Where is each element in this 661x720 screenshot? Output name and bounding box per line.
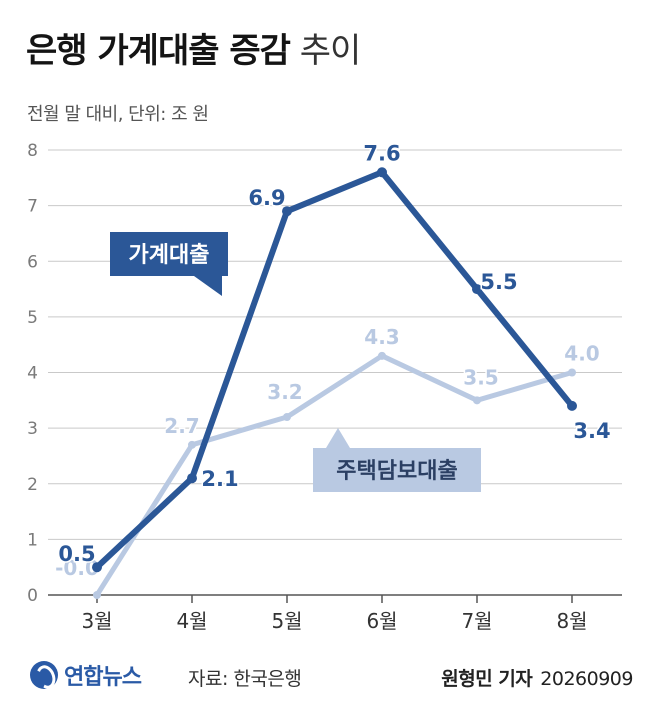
household-loan-point (472, 284, 482, 295)
publish-date: 20260909 (540, 668, 633, 690)
household-loan-data-label: 3.4 (573, 419, 610, 443)
x-tick-label: 5월 (271, 609, 302, 633)
publisher-logo: 연합뉴스 (30, 660, 142, 690)
household-loan-line (94, 169, 575, 571)
y-tick-label: 1 (27, 530, 38, 550)
legend-mortgage-box (313, 448, 481, 492)
mortgage-loan-point (473, 396, 481, 405)
chart-title-main: 은행 가계대출 증감 (26, 31, 291, 71)
y-tick-label: 7 (27, 197, 38, 217)
chart-title-suffix: 추이 (299, 31, 362, 71)
mortgage-loan-point (93, 591, 101, 599)
series-layer: -0.0 2.7 3.2 4.3 3.5 4.0 0.5 2.1 6.9 7.6 5.5 3.4 (54, 140, 612, 599)
mortgage-loan-data-label: -0.0 (55, 556, 99, 580)
x-tick-label: 3월 (81, 609, 112, 633)
household-loan-data-label: 7.6 (363, 141, 400, 165)
x-tick-label: 8월 (556, 609, 587, 633)
logo-icon (30, 661, 58, 689)
household-loan-point (282, 206, 292, 217)
x-axis-ticks: 3월 4월 5월 6월 7월 8월 (81, 595, 588, 633)
legend-household-pointer (194, 276, 222, 296)
reporter-name: 원형민 기자 (441, 668, 533, 690)
household-loan-data-label: 0.5 (58, 542, 95, 566)
legend-household-box (110, 232, 228, 276)
mortgage-loan-point (188, 440, 196, 449)
household-loan-point (92, 562, 102, 573)
y-axis-ticks: 0 1 2 3 4 5 6 7 8 (27, 141, 38, 606)
mortgage-loan-data-label: 2.7 (164, 414, 199, 438)
legend-household-label: 가계대출 (129, 243, 210, 268)
mortgage-loan-point (283, 413, 291, 421)
household-loan-point (377, 167, 387, 178)
y-tick-label: 3 (27, 419, 38, 439)
legend-mortgage-pointer (326, 428, 350, 448)
mortgage-loan-data-label: 3.2 (267, 380, 302, 404)
household-loan-data-label: 2.1 (201, 467, 238, 491)
byline: 원형민 기자 20260909 (441, 664, 633, 691)
y-tick-label: 0 (27, 586, 38, 606)
legend-mortgage-label: 주택담보대출 (336, 459, 457, 484)
chart-title: 은행 가계대출 증감 추이 (26, 31, 362, 71)
household-loan-data-label: 6.9 (248, 186, 285, 210)
y-tick-label: 6 (27, 252, 38, 272)
x-tick-label: 6월 (366, 609, 397, 633)
household-loan-point (187, 473, 197, 484)
y-tick-label: 8 (27, 141, 38, 161)
y-tick-label: 2 (27, 475, 38, 495)
y-tick-label: 4 (27, 364, 38, 384)
mortgage-loan-data-label: 4.0 (564, 342, 599, 366)
household-loan-data-label: 5.5 (480, 270, 517, 294)
logo-text: 연합뉴스 (64, 665, 142, 690)
mortgage-loan-point (568, 368, 576, 377)
source-note: 자료: 한국은행 (188, 668, 302, 690)
y-tick-label: 5 (27, 308, 38, 328)
grid-layer (48, 149, 622, 596)
mortgage-loan-data-label: 4.3 (364, 325, 399, 349)
mortgage-loan-data-label: 3.5 (463, 365, 498, 389)
household-loan-point (567, 400, 577, 411)
mortgage-loan-point (378, 351, 386, 360)
x-tick-label: 4월 (176, 609, 207, 633)
mortgage-loan-line (94, 353, 575, 598)
chart-subtitle: 전월 말 대비, 단위: 조 원 (27, 104, 209, 125)
x-tick-label: 7월 (461, 609, 492, 633)
